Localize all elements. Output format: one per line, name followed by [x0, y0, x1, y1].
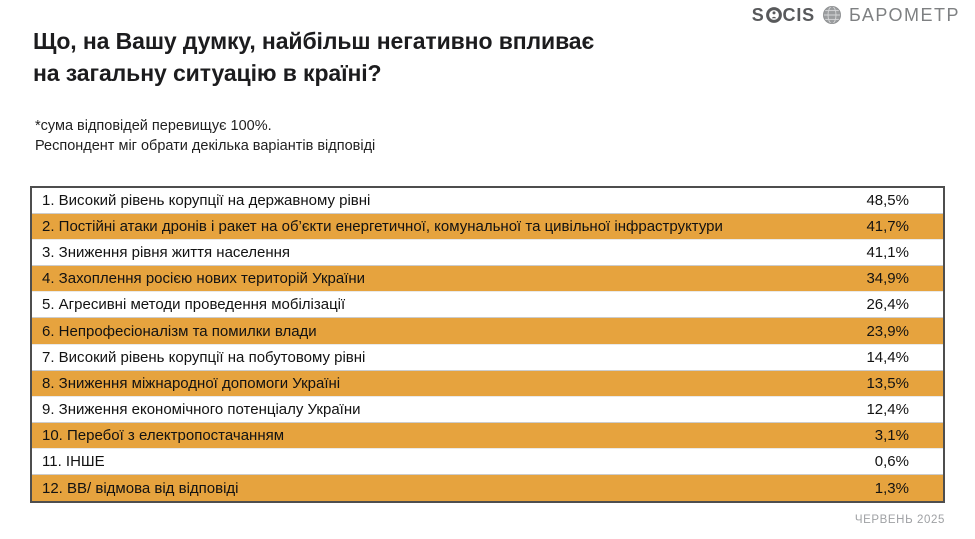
table-row: 8. Зниження міжнародної допомоги Україні… [32, 370, 943, 397]
row-value: 3,1% [874, 426, 909, 444]
socis-o-person-icon [765, 7, 782, 23]
row-label: 8. Зниження міжнародної допомоги Україні [42, 374, 341, 392]
row-label: 12. ВВ/ відмова від відповіді [42, 479, 239, 497]
table-row: 5. Агресивні методи проведення мобілізац… [32, 292, 943, 319]
row-value: 0,6% [874, 452, 909, 470]
table-row: 2. Постійні атаки дронів і ракет на об’є… [32, 214, 943, 241]
row-value: 23,9% [866, 322, 909, 340]
row-label: 1. Високий рівень корупції на державному… [42, 192, 371, 210]
socis-logo: S CIS БАРОМЕТР [752, 5, 960, 25]
page-title-line1: Що, на Вашу думку, найбільш негативно вп… [33, 28, 595, 54]
row-value: 41,7% [866, 218, 909, 236]
table-row: 10. Перебої з електропостачанням 3,1% [32, 422, 943, 449]
row-label: 10. Перебої з електропостачанням [42, 426, 285, 444]
row-value: 1,3% [874, 479, 909, 497]
row-label: 3. Зниження рівня життя населення [42, 244, 291, 262]
socis-wordmark-suffix: CIS [782, 5, 815, 25]
table-row: 6. Непрофесіоналізм та помилки влади 23,9… [32, 318, 943, 345]
page-title-line2: на загальну ситуацію в країні? [33, 59, 382, 86]
row-label: 6. Непрофесіоналізм та помилки влади [42, 322, 317, 340]
row-label: 5. Агресивні методи проведення мобілізац… [42, 296, 346, 314]
date-label: ЧЕРВЕНЬ 2025 [854, 514, 945, 526]
results-table: 1. Високий рівень корупції на державному… [30, 186, 945, 504]
globe-icon [822, 5, 842, 25]
table-row: 4. Захоплення росією нових територій Укр… [32, 266, 943, 293]
barometer-wordmark: БАРОМЕТР [848, 5, 960, 25]
row-label: 9. Зниження економічного потенціалу Укра… [42, 400, 361, 418]
row-value: 13,5% [866, 374, 909, 392]
row-value: 41,1% [866, 244, 909, 262]
row-label: 11. ІНШЕ [42, 452, 105, 470]
row-value: 34,9% [866, 270, 909, 288]
table-row: 7. Високий рівень корупції на побутовому… [32, 344, 943, 371]
row-value: 26,4% [866, 296, 909, 314]
table-row: 9. Зниження економічного потенціалу Укра… [32, 396, 943, 423]
page-title: Що, на Вашу думку, найбільш негативно вп… [33, 26, 594, 89]
table-row: 12. ВВ/ відмова від відповіді 1,3% [32, 475, 943, 502]
row-label: 4. Захоплення росією нових територій Укр… [42, 270, 366, 288]
survey-note: *сума відповідей перевищує 100%. Респонд… [35, 116, 375, 156]
row-label: 7. Високий рівень корупції на побутовому… [42, 348, 366, 366]
table-row: 11. ІНШЕ 0,6% [32, 448, 943, 476]
survey-note-line2: Респондент міг обрати декілька варіантів… [35, 138, 376, 154]
table-row: 3. Зниження рівня життя населення 41,1% [32, 240, 943, 267]
table-row: 1. Високий рівень корупції на державному… [32, 188, 943, 215]
row-label: 2. Постійні атаки дронів і ракет на об’є… [42, 218, 723, 236]
survey-note-line1: *сума відповідей перевищує 100%. [35, 118, 272, 134]
socis-wordmark-prefix: S [751, 5, 765, 25]
row-value: 12,4% [866, 400, 909, 418]
row-value: 48,5% [866, 192, 909, 210]
socis-wordmark: S CIS [752, 5, 815, 25]
row-value: 14,4% [866, 348, 909, 366]
